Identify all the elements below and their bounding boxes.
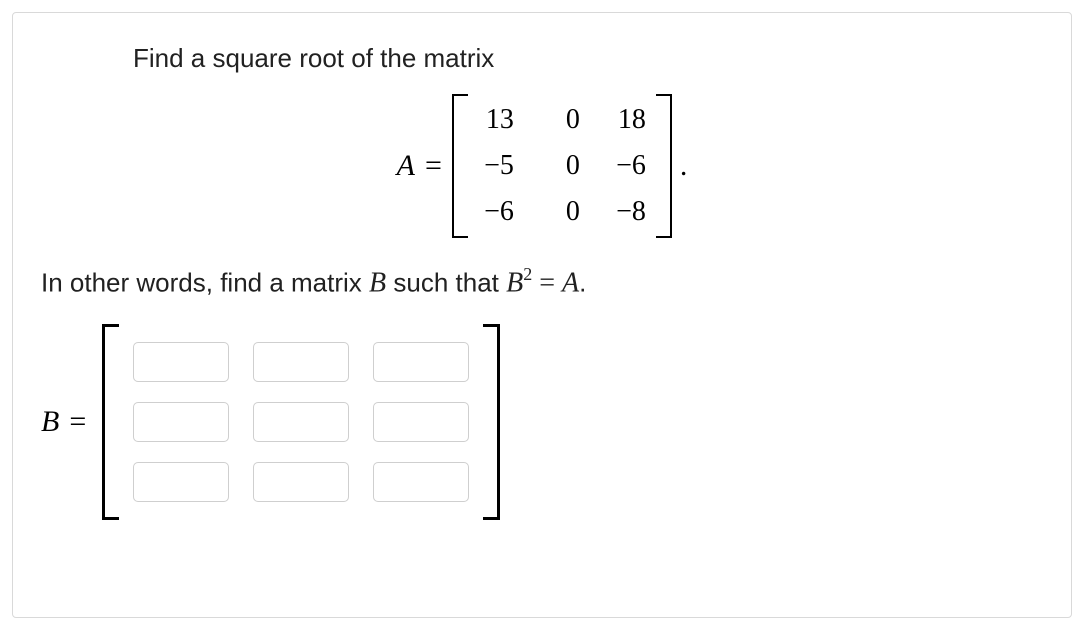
page: Find a square root of the matrix A = 13 … (0, 0, 1084, 630)
matrix-A-label: A (397, 149, 415, 183)
matrix-equation: A = 13 0 18 −5 0 −6 −6 0 −8 . (41, 94, 1043, 238)
matrix-B-input-2-0[interactable] (133, 462, 229, 502)
prompt2-rhs-A: A (562, 268, 579, 299)
matrix-B-input-1-1[interactable] (253, 402, 349, 442)
answer-matrix-grid (119, 324, 483, 520)
matrix-B-input-2-1[interactable] (253, 462, 349, 502)
matrix-B-input-0-0[interactable] (133, 342, 229, 382)
matrix-B-input-0-1[interactable] (253, 342, 349, 382)
question-card: Find a square root of the matrix A = 13 … (12, 12, 1072, 618)
prompt2-eq: = (532, 268, 562, 299)
prompt-text-1: Find a square root of the matrix (133, 43, 1043, 74)
left-bracket-icon (452, 94, 468, 238)
matrix-B-input-1-0[interactable] (133, 402, 229, 442)
matrix-A-cell: 13 (478, 104, 514, 136)
prompt2-mid: such that (386, 268, 506, 298)
prompt-text-2: In other words, find a matrix B such tha… (41, 266, 1043, 300)
matrix-A-cell: 0 (544, 196, 580, 228)
prompt2-expr-sup: 2 (523, 264, 532, 284)
matrix-A-cell: 0 (544, 150, 580, 182)
answer-row: B = (41, 324, 1043, 520)
answer-B-label: B (41, 405, 59, 439)
matrix-A-cell: −6 (610, 150, 646, 182)
matrix-A-cell: 0 (544, 104, 580, 136)
right-bracket-icon (483, 324, 500, 520)
prompt2-end: . (579, 268, 586, 298)
answer-matrix-B (102, 324, 500, 520)
left-bracket-icon (102, 324, 119, 520)
matrix-B-input-2-2[interactable] (373, 462, 469, 502)
matrix-A: 13 0 18 −5 0 −6 −6 0 −8 (452, 94, 672, 238)
matrix-A-grid: 13 0 18 −5 0 −6 −6 0 −8 (468, 94, 656, 238)
prompt2-expr-B: B (506, 268, 523, 299)
matrix-A-cell: −5 (478, 150, 514, 182)
matrix-B-input-0-2[interactable] (373, 342, 469, 382)
answer-lhs: B = (41, 405, 96, 439)
matrix-A-cell: −8 (610, 196, 646, 228)
prompt2-var-B: B (369, 268, 386, 299)
matrix-A-cell: −6 (478, 196, 514, 228)
equals-sign: = (425, 149, 442, 183)
matrix-B-input-1-2[interactable] (373, 402, 469, 442)
answer-equals: = (69, 405, 86, 439)
right-bracket-icon (656, 94, 672, 238)
matrix-A-cell: 18 (610, 104, 646, 136)
prompt2-prefix: In other words, find a matrix (41, 268, 369, 298)
equation-period: . (680, 149, 688, 183)
